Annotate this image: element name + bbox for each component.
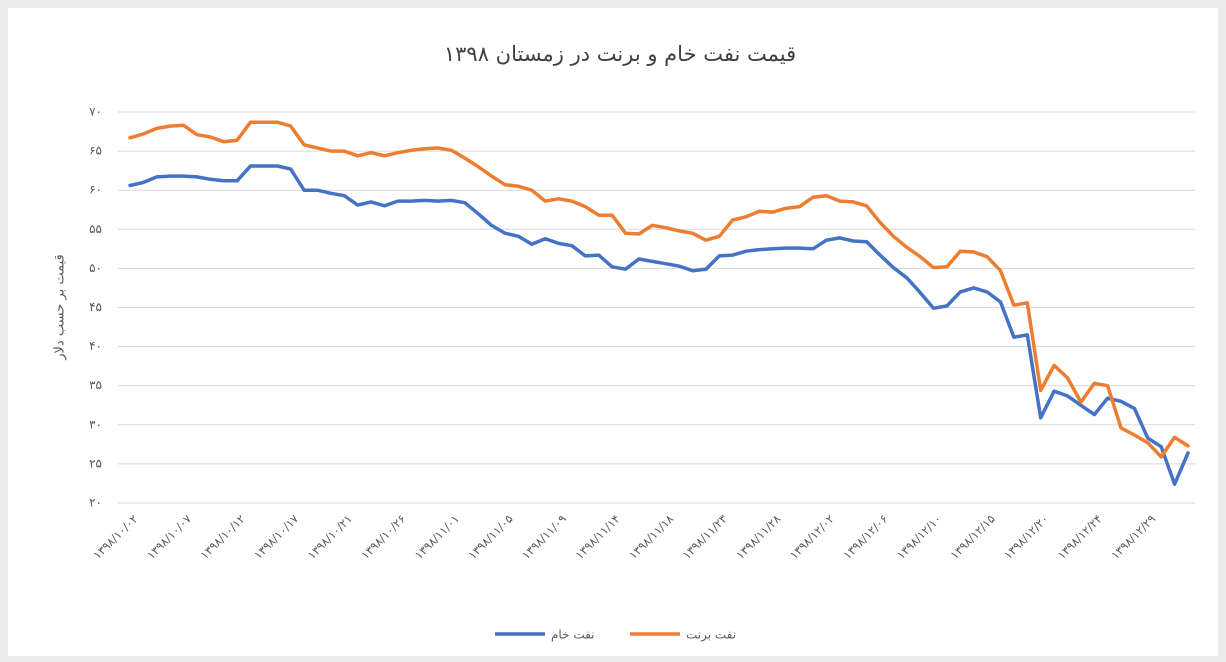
y-tick-label: ۶۵ <box>89 144 102 158</box>
y-tick-label: ۳۵ <box>89 378 102 392</box>
y-tick-label: ۲۰ <box>89 496 102 510</box>
y-tick-label: ۴۵ <box>89 300 102 314</box>
line-series <box>128 120 1190 459</box>
y-tick-label: ۵۰ <box>89 261 102 275</box>
y-tick-label: ۷۰ <box>89 105 102 119</box>
legend-label: نفت برنت <box>686 628 736 643</box>
chart-title: قیمت نفت خام و برنت در زمستان ۱۳۹۸ <box>444 42 796 66</box>
y-tick-label: ۶۰ <box>89 183 102 197</box>
y-tick-label: ۵۵ <box>89 222 102 236</box>
legend-label: نفت خام <box>551 628 595 642</box>
chart-background <box>8 8 1218 656</box>
y-tick-label: ۲۵ <box>89 456 102 470</box>
y-axis-title: قیمت بر حسب دلار <box>53 254 68 361</box>
y-tick-label: ۳۰ <box>89 417 102 431</box>
line-series <box>128 164 1190 486</box>
y-tick-label: ۴۰ <box>89 339 102 353</box>
